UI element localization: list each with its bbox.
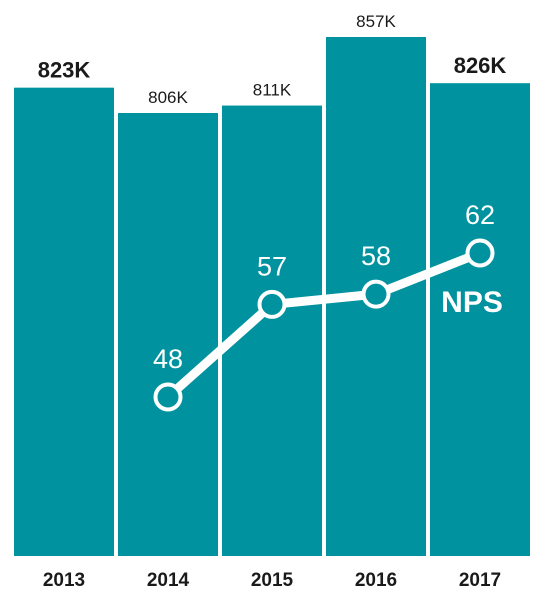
nps-series-name: NPS xyxy=(441,286,503,319)
x-axis-ticks: 2013 2014 2015 2016 2017 xyxy=(43,570,501,591)
bar-value-label-2013: 823K xyxy=(38,58,91,83)
bars-layer xyxy=(14,37,530,557)
nps-value-label-2016: 58 xyxy=(361,241,391,271)
nps-value-label-2015: 57 xyxy=(257,251,287,281)
nps-labels-layer: 48 57 58 62 xyxy=(153,200,495,374)
bar-2017 xyxy=(430,83,530,556)
bar-labels-layer: 823K 806K 811K 857K 826K xyxy=(38,12,507,107)
nps-value-label-2017: 62 xyxy=(465,200,495,230)
nps-point-2016 xyxy=(361,279,391,309)
nps-value-label-2014: 48 xyxy=(153,344,183,374)
nps-point-2015 xyxy=(257,289,287,319)
bar-2014 xyxy=(118,113,218,556)
bar-2013 xyxy=(14,87,114,557)
x-tick-label-2013: 2013 xyxy=(43,570,85,591)
nps-point-2017 xyxy=(465,238,495,268)
bar-value-label-2014: 806K xyxy=(148,88,188,107)
nps-line-layer xyxy=(153,238,495,412)
nps-point-2014 xyxy=(153,382,183,412)
x-tick-label-2015: 2015 xyxy=(251,570,294,591)
bar-value-label-2017: 826K xyxy=(454,53,507,78)
bar-value-label-2016: 857K xyxy=(356,12,396,31)
x-tick-label-2016: 2016 xyxy=(355,570,397,591)
x-tick-label-2017: 2017 xyxy=(459,570,501,591)
x-tick-label-2014: 2014 xyxy=(147,570,190,591)
nps-line xyxy=(165,248,482,401)
bar-value-label-2015: 811K xyxy=(253,81,292,100)
